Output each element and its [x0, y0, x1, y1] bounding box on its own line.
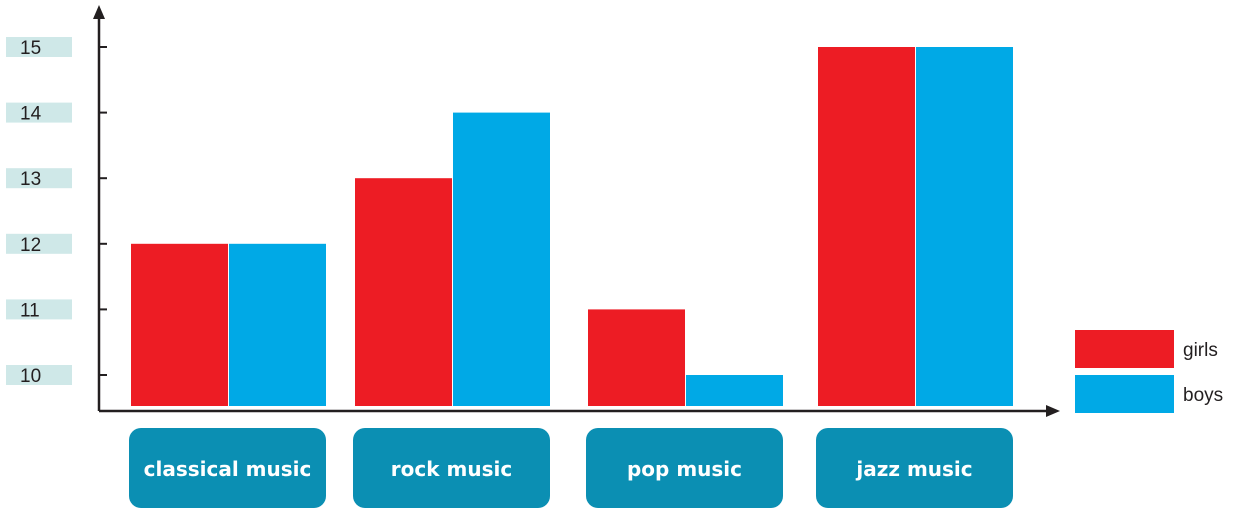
y-tick-label-bg: [6, 299, 72, 320]
category-labels: classical music rock music pop music jazz m…: [129, 428, 1013, 508]
y-tick-label: 11: [20, 300, 40, 321]
bar-boys-1: [453, 112, 550, 406]
y-tick-label: 13: [20, 169, 41, 190]
bar-boys-0: [229, 243, 326, 406]
y-tick-label: 12: [20, 235, 41, 256]
y-tick-label-bg: [6, 168, 72, 189]
category-label-box: [816, 428, 1013, 508]
bar-girls-2: [588, 309, 685, 406]
category-label: pop music: [627, 457, 742, 481]
legend-swatch-girls: [1075, 330, 1174, 368]
category-label: classical music: [144, 457, 312, 481]
bar-girls-1: [355, 178, 452, 406]
bar-girls-0: [131, 243, 228, 406]
y-tick-label-bg: [6, 365, 72, 385]
bar-girls-3: [818, 47, 915, 406]
legend: girls boys: [1075, 330, 1223, 413]
y-tick-label: 15: [20, 38, 41, 59]
category-label: jazz music: [855, 457, 972, 481]
bar-boys-2: [686, 375, 783, 406]
legend-swatch-boys: [1075, 375, 1174, 413]
x-axis-arrow: [1046, 405, 1060, 417]
y-ticks: [99, 46, 107, 376]
legend-label-girls: girls: [1183, 340, 1218, 361]
bars: [131, 47, 1013, 406]
y-tick-label: 14: [20, 104, 42, 125]
y-tick-label-bg: [6, 102, 72, 123]
category-label-box: [586, 428, 783, 508]
legend-label-boys: boys: [1183, 385, 1223, 406]
y-tick-label-bg: [6, 233, 72, 254]
axes: [93, 5, 1060, 417]
y-axis-arrow: [93, 5, 105, 19]
category-label: rock music: [391, 457, 512, 481]
y-tick-label-bg: [6, 37, 72, 57]
y-tick-label: 10: [20, 366, 41, 387]
bar-boys-3: [916, 47, 1013, 406]
category-label-box: [129, 428, 326, 508]
category-label-box: [353, 428, 550, 508]
y-tick-labels: 10 11 12 13 14 15: [6, 37, 72, 387]
